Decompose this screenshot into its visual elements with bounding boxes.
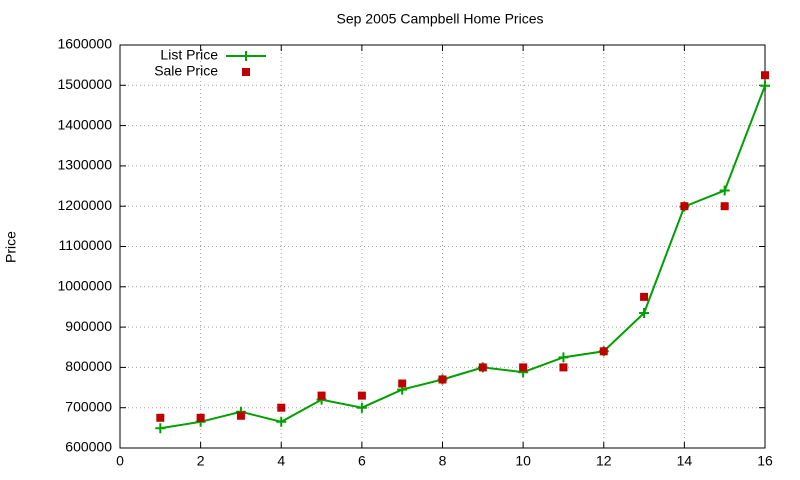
- series-line: [160, 85, 766, 430]
- legend-label: List Price: [160, 47, 218, 63]
- x-tick-label: 14: [677, 453, 693, 469]
- y-tick-label: 700000: [65, 398, 112, 414]
- point: [398, 379, 407, 388]
- point: [760, 80, 770, 91]
- x-tick-label: 12: [596, 453, 612, 469]
- point: [236, 411, 245, 420]
- y-tick-label: 1500000: [57, 76, 112, 92]
- chart-title: Sep 2005 Campbell Home Prices: [337, 11, 544, 27]
- point: [558, 352, 569, 363]
- legend-marker: [242, 68, 250, 76]
- y-tick-label: 1200000: [57, 197, 112, 213]
- y-tick-label: 1600000: [57, 36, 112, 52]
- point: [196, 413, 205, 422]
- legend-marker: [241, 51, 251, 61]
- legend-label: Sale Price: [154, 63, 218, 79]
- x-tick-label: 2: [197, 453, 205, 469]
- point: [478, 363, 487, 372]
- point: [357, 391, 366, 400]
- y-tick-label: 900000: [65, 318, 112, 334]
- x-tick-label: 10: [515, 453, 531, 469]
- y-axis-label: Price: [3, 231, 19, 263]
- x-tick-label: 8: [439, 453, 447, 469]
- point: [519, 363, 528, 372]
- point: [356, 402, 367, 413]
- x-tick-label: 6: [358, 453, 366, 469]
- x-tick-label: 16: [757, 453, 773, 469]
- y-tick-label: 1300000: [57, 157, 112, 173]
- y-tick-label: 1000000: [57, 278, 112, 294]
- point: [640, 292, 649, 301]
- point: [559, 363, 568, 372]
- point: [720, 202, 729, 211]
- point: [277, 403, 286, 412]
- plot-border: [119, 44, 766, 449]
- point: [438, 375, 447, 384]
- y-tick-label: 600000: [65, 439, 112, 455]
- point: [599, 347, 608, 356]
- point: [155, 423, 166, 434]
- point: [317, 391, 326, 400]
- point: [680, 202, 689, 211]
- point: [276, 416, 287, 427]
- x-tick-label: 4: [277, 453, 285, 469]
- y-tick-label: 1400000: [57, 116, 112, 132]
- x-tick-label: 0: [116, 453, 124, 469]
- point: [156, 413, 165, 422]
- point: [761, 71, 769, 80]
- point: [639, 307, 650, 318]
- y-tick-label: 1100000: [59, 237, 113, 253]
- point: [719, 185, 730, 196]
- y-tick-label: 800000: [65, 358, 112, 374]
